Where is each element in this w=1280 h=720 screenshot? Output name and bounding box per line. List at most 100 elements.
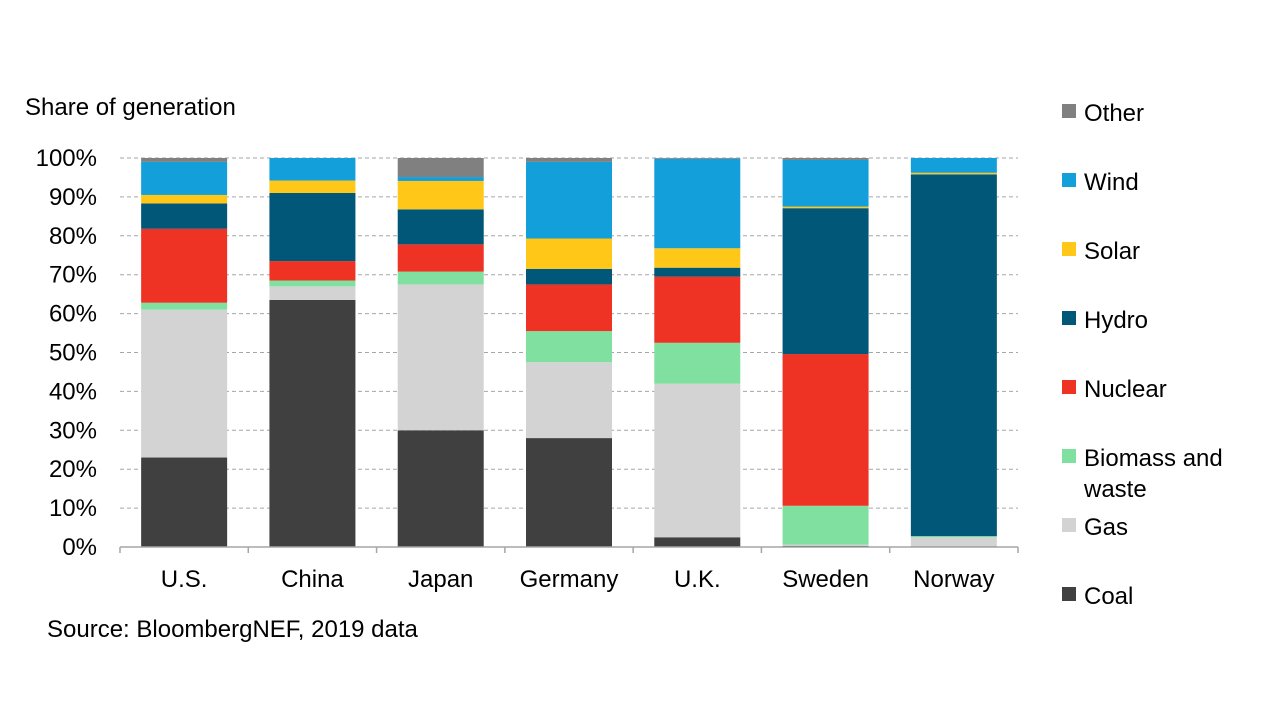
y-tick-label: 0% [62, 534, 97, 561]
bar-segment-hydro [526, 268, 612, 285]
legend-item: Wind [1062, 167, 1264, 198]
bar-segment-biomass-and-waste [910, 536, 997, 538]
bar-segment-nuclear [397, 244, 484, 272]
legend: Other Wind Solar Hydro Nuclear Biomass and wa… [1062, 0, 1280, 720]
bar-segment-coal [526, 438, 612, 547]
x-axis-category-labels: U.S. China Japan Germany U.K. Sweden Norway [161, 566, 995, 593]
bar-segment-gas [269, 286, 356, 300]
bar-segment-nuclear [654, 276, 741, 343]
y-tick-label: 90% [49, 184, 97, 211]
y-tick-label: 20% [49, 456, 97, 483]
bar-segment-coal [397, 430, 484, 547]
legend-label: Other [1084, 100, 1145, 127]
bar-segment-other [141, 158, 228, 162]
legend-label: Coal [1084, 583, 1134, 610]
legend-item: Solar [1062, 236, 1264, 267]
bar-segment-solar [269, 180, 356, 194]
legend-label: Solar [1084, 238, 1141, 265]
bar-segment-biomass-and-waste [526, 331, 612, 363]
bar-segment-wind [141, 161, 228, 195]
bar-segment-nuclear [526, 284, 612, 332]
legend-item: Biomass and waste [1062, 443, 1264, 505]
bar-segment-other [397, 158, 484, 178]
legend-swatch [1062, 311, 1076, 325]
legend-swatch [1062, 380, 1076, 394]
bar-segment-solar [141, 194, 228, 204]
bar-segment-nuclear [782, 354, 869, 506]
bar-segment-biomass-and-waste [141, 302, 228, 310]
y-axis-title: Share of generation [25, 94, 236, 121]
legend-swatch [1062, 449, 1076, 463]
bar-segment-gas [654, 383, 741, 538]
legend-item: Other [1062, 98, 1264, 129]
x-category-label: Norway [913, 566, 994, 593]
legend-swatch [1062, 242, 1076, 256]
bar-segment-solar [910, 172, 997, 175]
y-tick-label: 50% [49, 340, 97, 367]
x-category-label: Germany [520, 566, 619, 593]
bar-segment-gas [397, 284, 484, 431]
bar-segment-solar [654, 248, 741, 268]
x-category-label: U.S. [161, 566, 208, 593]
bar-segment-nuclear [141, 228, 228, 303]
bar-segment-other [654, 158, 741, 159]
legend-swatch [1062, 173, 1076, 187]
bar-segment-gas [910, 537, 997, 547]
legend-swatch [1062, 518, 1076, 532]
bar-segment-other [782, 158, 869, 160]
x-category-label: Sweden [782, 566, 869, 593]
bar-segment-hydro [654, 267, 741, 277]
bar-segment-solar [782, 206, 869, 209]
bar-segment-wind [782, 159, 869, 207]
bars [141, 158, 997, 547]
x-category-label: U.K. [674, 566, 721, 593]
bar-segment-hydro [910, 174, 997, 537]
y-tick-label: 100% [36, 145, 97, 172]
bar-segment-biomass-and-waste [654, 342, 741, 384]
bar-segment-gas [782, 544, 869, 546]
legend-swatch [1062, 587, 1076, 601]
bar-segment-solar [397, 180, 484, 210]
bar-segment-hydro [397, 209, 484, 245]
bar-segment-wind [397, 177, 484, 181]
legend-swatch [1062, 104, 1076, 118]
bar-segment-gas [526, 362, 612, 439]
legend-label: Wind [1084, 169, 1139, 196]
bar-segment-wind [910, 158, 997, 173]
bar-segment-biomass-and-waste [397, 271, 484, 285]
bar-segment-hydro [141, 203, 228, 229]
bar-segment-other [526, 158, 612, 162]
bar-segment-wind [654, 158, 741, 249]
bar-segment-nuclear [269, 261, 356, 281]
bar-segment-gas [141, 309, 228, 458]
y-tick-label: 10% [49, 495, 97, 522]
bar-segment-biomass-and-waste [269, 280, 356, 287]
legend-label: Gas [1084, 514, 1129, 541]
y-axis-tick-labels: 0% 10% 20% 30% 40% 50% 60% 70% 80% 90% 100% [36, 145, 97, 561]
bar-segment-coal [269, 299, 356, 547]
y-tick-label: 70% [49, 262, 97, 289]
x-category-label: China [281, 566, 344, 593]
x-axis-ticks [119, 547, 1019, 553]
legend-label: Hydro [1084, 307, 1149, 334]
legend-item: Gas [1062, 512, 1264, 543]
bar-segment-hydro [269, 193, 356, 262]
x-category-label: Japan [408, 566, 473, 593]
bar-segment-coal [141, 457, 228, 547]
bar-segment-hydro [782, 208, 869, 355]
y-tick-label: 60% [49, 301, 97, 328]
legend-item: Hydro [1062, 305, 1264, 336]
source-note: Source: BloombergNEF, 2019 data [47, 616, 418, 643]
legend-label: Nuclear [1084, 376, 1167, 403]
y-tick-label: 30% [49, 417, 97, 444]
bar-segment-solar [526, 238, 612, 269]
bar-segment-wind [526, 161, 612, 239]
legend-item: Coal [1062, 581, 1264, 612]
bar-segment-biomass-and-waste [782, 505, 869, 545]
legend-label: Biomass and waste [1084, 445, 1223, 503]
legend-item: Nuclear [1062, 374, 1264, 405]
bar-segment-wind [269, 158, 356, 181]
y-tick-label: 40% [49, 378, 97, 405]
y-tick-label: 80% [49, 223, 97, 250]
